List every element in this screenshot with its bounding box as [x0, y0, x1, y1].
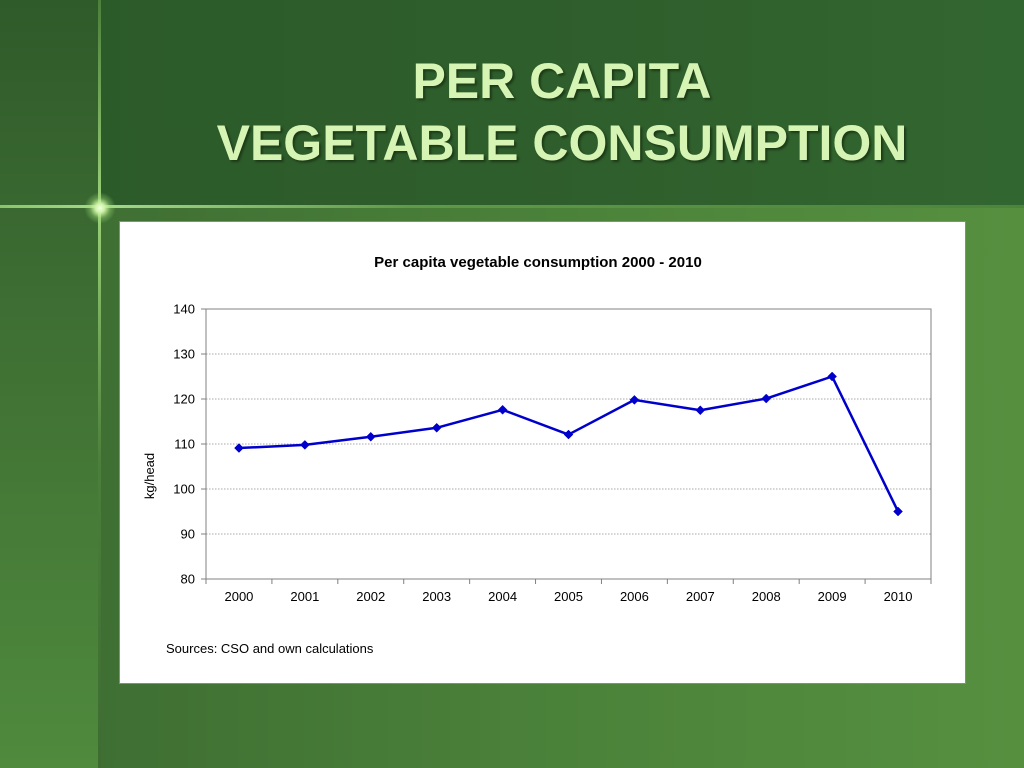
series-line: [238, 375, 900, 513]
x-tick-label: 2002: [356, 589, 385, 604]
slide-title-line-2: VEGETABLE CONSUMPTION: [216, 115, 908, 171]
y-tick-label: 90: [181, 527, 195, 542]
data-point-marker: [695, 405, 706, 416]
x-tick-label: 2008: [752, 589, 781, 604]
y-tick-label: 100: [173, 482, 195, 497]
chart-series: [234, 371, 903, 517]
data-point-marker: [431, 422, 442, 433]
chart-gridlines: [206, 353, 931, 535]
data-point-marker: [234, 443, 244, 453]
chart-panel: Per capita vegetable consumption 2000 - …: [119, 221, 966, 684]
x-tick-label: 2010: [884, 589, 913, 604]
x-tick-label: 2000: [224, 589, 253, 604]
data-point-marker: [497, 404, 508, 415]
y-tick-label: 140: [173, 302, 195, 317]
decorative-vertical-line: [98, 0, 101, 768]
decorative-horizontal-line: [0, 205, 1024, 208]
x-tick-label: 2004: [488, 589, 517, 604]
x-tick-label: 2003: [422, 589, 451, 604]
chart-axes: 80 90 100 110 120 130 140 2000 2001 2002 2003 2004 2…: [173, 302, 932, 604]
y-tick-label: 120: [173, 392, 195, 407]
data-point-marker: [365, 431, 376, 442]
data-point-marker: [893, 506, 903, 517]
data-point-marker: [827, 371, 837, 382]
y-axis-label: kg/head: [142, 453, 157, 499]
x-tick-label: 2007: [686, 589, 715, 604]
data-point-marker: [761, 393, 772, 404]
x-tick-label: 2005: [554, 589, 583, 604]
y-tick-label: 110: [174, 437, 195, 452]
data-point-marker: [563, 429, 574, 440]
data-point-marker: [300, 440, 310, 450]
slide-title-line-1: PER CAPITA: [412, 53, 712, 109]
y-tick-label: 130: [173, 347, 195, 362]
left-band: [0, 0, 100, 768]
x-tick-label: 2009: [818, 589, 847, 604]
slide-title: PER CAPITA VEGETABLE CONSUMPTION: [100, 50, 1024, 174]
data-point-marker: [629, 395, 640, 405]
sparkle-decoration: [84, 192, 116, 224]
x-tick-label: 2001: [290, 589, 319, 604]
chart-title: Per capita vegetable consumption 2000 - …: [374, 254, 702, 271]
header-band: [0, 0, 1024, 208]
x-tick-label: 2006: [620, 589, 649, 604]
line-chart: Per capita vegetable consumption 2000 - …: [142, 254, 932, 656]
y-tick-label: 80: [181, 572, 195, 587]
source-note: Sources: CSO and own calculations: [166, 641, 374, 656]
